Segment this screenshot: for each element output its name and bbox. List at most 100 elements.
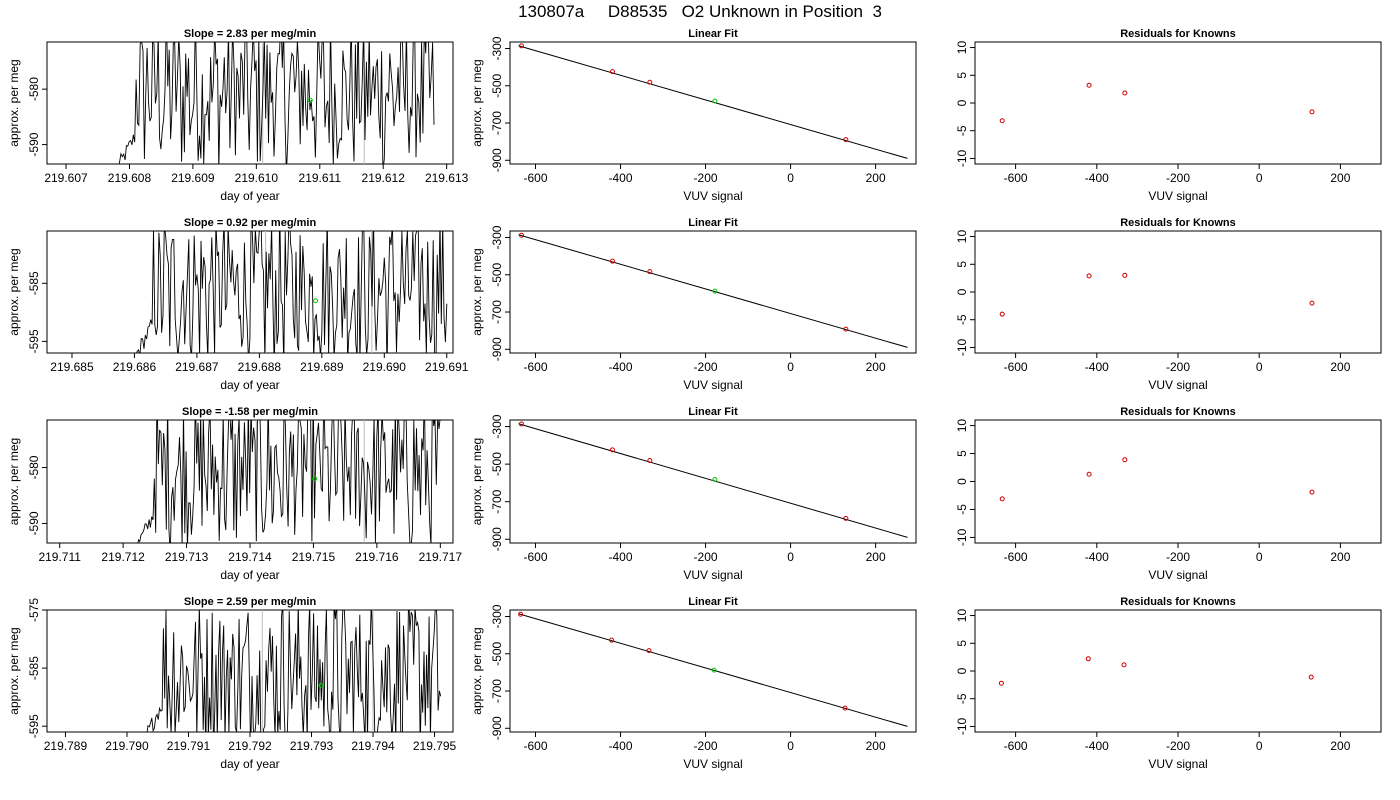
residual-point [1309, 489, 1315, 495]
y-tick-label: -700 [490, 489, 504, 513]
y-axis-label: approx. per meg [7, 248, 21, 335]
y-tick-label: -500 [490, 73, 504, 97]
x-tick-label: 219.714 [228, 550, 272, 564]
y-tick-label: 0 [955, 667, 969, 674]
y-tick-label: -595 [27, 329, 41, 353]
signal-trace [137, 420, 441, 543]
panel-1-0: Slope = 0.92 per meg/min 219.685 219.686 21… [7, 217, 469, 392]
unknown-marker [313, 298, 319, 304]
y-tick-label: 5 [955, 72, 969, 79]
x-tick-label: 219.793 [290, 739, 334, 753]
panel-3-1: Linear Fit -600 -400 -200 0 200 -300 -500 -700 -9… [470, 596, 917, 771]
x-tick-label: 219.613 [425, 171, 469, 185]
residual-point [1085, 656, 1091, 662]
y-tick-label: -900 [490, 716, 504, 740]
y-tick-label: -900 [490, 148, 504, 172]
x-tick-label: 219.792 [228, 739, 272, 753]
x-tick-label: 219.691 [425, 360, 469, 374]
x-tick-label: -600 [1004, 171, 1028, 185]
unknown-marker [312, 476, 318, 482]
x-tick-label: -600 [523, 550, 547, 564]
panel-title: Slope = 2.83 per meg/min [184, 28, 317, 40]
x-axis-label: day of year [220, 189, 279, 203]
panel-2-2: Residuals for Knowns -600 -400 -200 0 200 10 5 0… [955, 406, 1382, 582]
x-tick-label: -200 [1166, 550, 1190, 564]
y-axis-label: approx. per meg [7, 59, 21, 146]
y-axis-label: approx. per meg [470, 438, 484, 525]
residual-point [998, 680, 1004, 686]
x-tick-label: -600 [1004, 360, 1028, 374]
panel-0-1: Linear Fit -600 -400 -200 0 200 -300 -500 -700 -9… [470, 28, 917, 203]
y-tick-label: -5 [955, 693, 969, 704]
y-tick-label: -5 [955, 504, 969, 515]
y-tick-label: -595 [27, 714, 41, 738]
x-tick-label: -200 [694, 550, 718, 564]
panel-title: Linear Fit [688, 217, 738, 229]
x-tick-label: 219.612 [362, 171, 406, 185]
y-tick-label: -585 [27, 271, 41, 295]
residual-point [1122, 272, 1128, 278]
x-tick-label: 0 [787, 171, 794, 185]
y-tick-label: -700 [490, 679, 504, 703]
plot-frame [509, 41, 917, 165]
known-point [609, 69, 615, 75]
panel-3-2: Residuals for Knowns -600 -400 -200 0 200 10 5 0… [955, 596, 1382, 771]
x-tick-label: 200 [866, 739, 886, 753]
residual-point [1122, 457, 1128, 463]
plot-frame [46, 41, 454, 165]
x-axis-label: VUV signal [1148, 189, 1207, 203]
known-point [842, 705, 848, 711]
y-tick-label: 0 [955, 478, 969, 485]
x-axis-label: day of year [220, 757, 279, 771]
x-tick-label: 219.713 [165, 550, 209, 564]
known-point [609, 447, 615, 453]
x-tick-label: 219.795 [413, 739, 457, 753]
y-tick-label: -700 [490, 111, 504, 135]
panel-title: Linear Fit [688, 596, 738, 608]
x-axis-label: VUV signal [683, 189, 742, 203]
x-axis-label: VUV signal [683, 757, 742, 771]
x-tick-label: 219.685 [50, 360, 94, 374]
signal-trace [146, 610, 442, 732]
x-tick-label: -200 [1166, 360, 1190, 374]
x-tick-label: 219.794 [351, 739, 395, 753]
known-point [609, 258, 615, 264]
y-axis-label: approx. per meg [470, 627, 484, 714]
x-tick-label: 219.611 [299, 171, 342, 185]
x-tick-label: 219.609 [171, 171, 215, 185]
y-tick-label: -590 [27, 132, 41, 156]
x-axis-label: VUV signal [683, 378, 742, 392]
x-tick-label: 219.717 [419, 550, 463, 564]
y-tick-label: -10 [955, 149, 969, 167]
unknown-point [712, 98, 718, 104]
y-tick-label: -500 [490, 452, 504, 476]
x-tick-label: 219.712 [101, 550, 145, 564]
x-tick-label: -600 [1004, 739, 1028, 753]
y-tick-label: -500 [490, 641, 504, 665]
plot-area [118, 42, 435, 164]
known-point [843, 137, 849, 143]
y-tick-label: -10 [955, 338, 969, 356]
y-tick-label: -300 [490, 36, 504, 60]
y-tick-label: -10 [955, 528, 969, 546]
plot-frame [974, 41, 1382, 165]
x-tick-label: -400 [1085, 550, 1109, 564]
x-tick-label: -400 [1085, 739, 1109, 753]
x-tick-label: 219.686 [113, 360, 157, 374]
x-tick-label: 219.608 [108, 171, 152, 185]
known-point [843, 326, 849, 332]
plot-frame [509, 609, 917, 733]
x-tick-label: 219.789 [44, 739, 88, 753]
residual-point [1309, 109, 1315, 115]
y-tick-label: -580 [27, 455, 41, 479]
known-point [518, 232, 524, 238]
panel-title: Slope = 0.92 per meg/min [184, 217, 317, 229]
signal-trace [135, 231, 448, 353]
x-tick-label: -200 [694, 739, 718, 753]
residual-point [1086, 471, 1092, 477]
x-tick-label: 200 [1330, 550, 1350, 564]
y-axis-label: approx. per meg [7, 627, 21, 714]
panel-0-0: Slope = 2.83 per meg/min 219.607 219.608 21… [7, 28, 469, 203]
plot-area [135, 231, 448, 353]
